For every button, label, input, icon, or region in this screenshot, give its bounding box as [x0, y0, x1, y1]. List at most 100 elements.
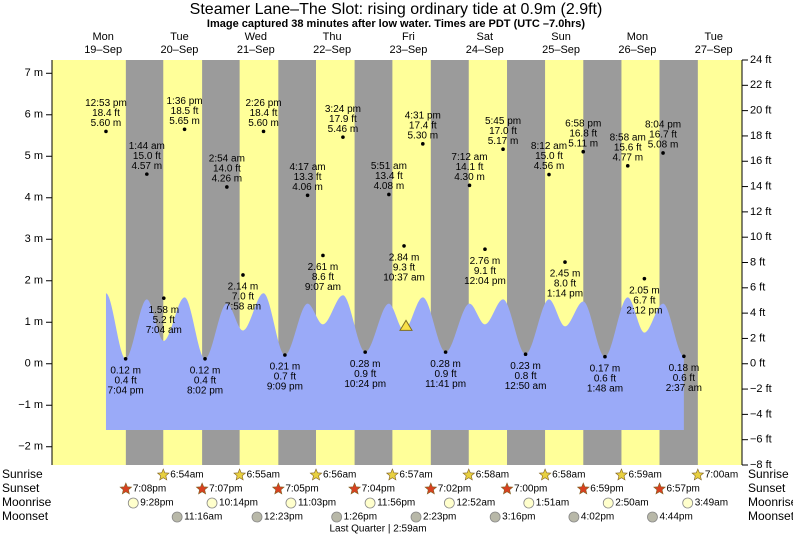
moonrise-icon	[206, 497, 218, 509]
tide-label: 14.1 ft	[456, 162, 484, 173]
tide-label: 0.17 m	[590, 363, 621, 374]
tide-label: 5.2 ft	[153, 315, 175, 326]
row-label: Sunrise	[748, 467, 789, 481]
tide-label: 1:48 am	[587, 383, 623, 394]
tide-point	[523, 352, 528, 357]
moonset-icon	[568, 511, 580, 523]
day-date: 20–Sep	[161, 44, 199, 56]
sunset-icon	[195, 482, 209, 495]
y2-tick-label: −6 ft	[750, 434, 772, 446]
tide-label: 2:26 pm	[245, 98, 281, 109]
moon-phase: Last Quarter | 2:59am	[329, 524, 426, 535]
sunrise-icon	[462, 468, 476, 481]
sunrise-icon	[614, 468, 628, 481]
y-tick-label: −2 m	[18, 441, 43, 453]
moonset-time: 11:16am	[184, 512, 222, 523]
tide-label: 17.9 ft	[329, 114, 357, 125]
tide-label: 5.08 m	[648, 140, 679, 151]
y2-tick-label: 22 ft	[750, 79, 771, 91]
tide-label: 1:36 pm	[166, 96, 202, 107]
tide-point	[603, 354, 607, 359]
tide-label: 2.14 m	[228, 282, 259, 293]
tide-point	[341, 135, 345, 139]
tide-label: 4.30 m	[454, 172, 485, 183]
tide-label: 3:24 pm	[325, 104, 361, 115]
tide-label: 0.21 m	[270, 362, 301, 373]
moonrise-icon	[523, 497, 535, 509]
tide-label: 0.12 m	[190, 365, 221, 376]
moonset-time: 4:44pm	[659, 512, 692, 523]
sunset-icon	[653, 482, 666, 495]
y2-tick-label: −4 ft	[750, 408, 772, 420]
moonset-icon	[647, 511, 658, 523]
sunrise-time: 6:55am	[247, 470, 280, 481]
tide-label: 18.4 ft	[250, 108, 278, 119]
y2-tick-label: 6 ft	[750, 282, 765, 294]
tide-label: 5.46 m	[328, 124, 359, 135]
sunset-time: 6:57pm	[667, 484, 700, 495]
tide-label: 5.60 m	[248, 118, 279, 129]
tide-label: 6:58 pm	[565, 118, 601, 129]
tide-label: 4.57 m	[132, 161, 163, 172]
tide-label: 16.7 ft	[649, 130, 677, 141]
day-date: 23–Sep	[389, 44, 427, 56]
day-date: 22–Sep	[313, 44, 351, 56]
row-label: Moonset	[748, 509, 793, 523]
y-tick-label: 0 m	[25, 358, 43, 370]
tide-label: 8:02 pm	[187, 385, 223, 396]
y2-tick-label: 20 ft	[750, 105, 771, 117]
tide-point	[145, 172, 149, 176]
y-tick-label: 7 m	[25, 67, 43, 79]
y2-tick-label: 24 ft	[750, 54, 771, 66]
tide-label: 18.5 ft	[171, 106, 199, 117]
day-name: Wed	[245, 31, 267, 43]
tide-label: 1.58 m	[149, 305, 180, 316]
sunrise-icon	[309, 468, 323, 481]
tide-label: 9.3 ft	[393, 263, 415, 274]
moonrise-time: 12:52am	[456, 498, 495, 509]
row-label: Moonset	[2, 509, 49, 523]
moonrise-icon	[602, 497, 614, 509]
sunset-icon	[424, 482, 438, 495]
tide-point	[661, 151, 665, 155]
row-label: Sunset	[2, 481, 40, 495]
tide-label: 4.77 m	[612, 152, 643, 163]
y2-tick-label: 18 ft	[750, 130, 771, 142]
sunset-icon	[119, 482, 133, 495]
sunrise-time: 6:59am	[628, 470, 661, 481]
tide-label: 5.17 m	[488, 136, 519, 147]
tide-label: 0.7 ft	[274, 372, 296, 383]
tide-label: 15.0 ft	[535, 151, 563, 162]
tide-label: 0.8 ft	[514, 371, 536, 382]
tide-label: 10:24 pm	[344, 379, 386, 390]
tide-point	[682, 354, 686, 359]
day-name: Tue	[704, 31, 723, 43]
tide-area	[105, 293, 684, 430]
tide-label: 5.60 m	[91, 118, 122, 129]
row-label: Sunrise	[2, 467, 43, 481]
y-tick-label: −1 m	[18, 399, 43, 411]
tide-label: 0.9 ft	[434, 369, 456, 380]
tide-label: 7.0 ft	[232, 292, 254, 303]
tide-label: 7:04 pm	[108, 385, 144, 396]
tide-label: 4.56 m	[534, 161, 565, 172]
moonrise-time: 11:56pm	[377, 498, 415, 509]
row-label: Sunset	[748, 481, 786, 495]
tide-label: 2.05 m	[629, 285, 660, 296]
tide-label: 0.28 m	[350, 359, 381, 370]
tide-label: 2:12 pm	[626, 305, 662, 316]
moonrise-icon	[364, 497, 376, 509]
tide-point	[161, 296, 166, 300]
day-date: 21–Sep	[237, 44, 275, 56]
tide-label: 0.6 ft	[594, 373, 616, 384]
sunrise-icon	[691, 468, 705, 481]
tide-point	[563, 260, 567, 264]
y2-tick-label: 12 ft	[750, 206, 771, 218]
tide-point	[483, 247, 487, 252]
tide-label: 0.18 m	[669, 363, 700, 374]
y2-tick-label: 10 ft	[750, 231, 771, 243]
moonset-icon	[251, 511, 263, 523]
tide-label: 14.0 ft	[213, 164, 241, 175]
sunrise-time: 6:54am	[170, 470, 203, 481]
